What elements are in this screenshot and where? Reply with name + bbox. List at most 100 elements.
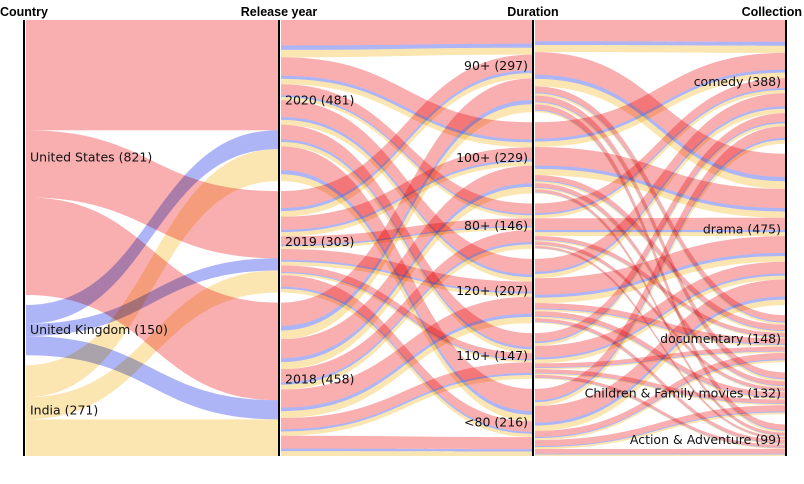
node-label-release-year-1: 2019 (303) [285, 234, 354, 249]
axis-bar-country [23, 20, 25, 456]
axes-layer [23, 20, 787, 456]
ribbon-duration-137 [535, 247, 785, 440]
ribbon-country-2 [26, 419, 278, 456]
ribbon-release-year-40 [281, 165, 532, 359]
ribbon-release-year-46 [281, 75, 532, 143]
axis-bar-release-year [278, 20, 280, 456]
ribbon-country-4 [26, 130, 278, 259]
ribbon-release-year-56 [281, 286, 532, 434]
ribbon-release-year-62 [281, 448, 532, 452]
node-label-country-1: United Kingdom (150) [30, 322, 168, 337]
ribbon-duration-89 [535, 299, 785, 431]
ribbon-duration-143 [535, 121, 785, 344]
ribbon-duration-107 [535, 245, 785, 439]
ribbon-duration-139 [535, 252, 785, 298]
ribbon-release-year-10 [281, 78, 532, 148]
ribbon-duration-136 [535, 244, 785, 392]
ribbon-release-year-43 [281, 362, 532, 430]
axis-title-collection: Collection [742, 5, 802, 19]
ribbon-duration-129 [535, 165, 785, 212]
ribbon-duration-91 [535, 412, 785, 450]
ribbon-release-year-50 [281, 170, 532, 415]
ribbon-release-year-59 [281, 241, 532, 385]
ribbon-duration-118 [535, 126, 785, 401]
ribbon-release-year-13 [281, 142, 532, 354]
ribbon-duration-132 [535, 192, 785, 436]
node-label-collection-2: documentary (148) [660, 331, 781, 346]
ribbon-duration-105 [535, 236, 785, 337]
ribbon-duration-84 [535, 275, 785, 364]
ribbon-duration-87 [535, 377, 785, 449]
ribbon-release-year-34 [281, 147, 532, 230]
ribbon-duration-147 [535, 377, 785, 448]
ribbon-release-year-39 [281, 78, 532, 326]
node-label-release-year-0: 2020 (481) [285, 93, 354, 108]
ribbon-release-year-44 [281, 435, 532, 450]
ribbon-duration-70 [535, 181, 785, 333]
ribbon-duration-86 [535, 373, 785, 406]
node-label-collection-1: drama (475) [703, 221, 781, 236]
ribbon-release-year-27 [281, 20, 532, 46]
ribbon-duration-141 [535, 315, 785, 398]
ribbon-duration-126 [535, 101, 785, 380]
ribbon-duration-121 [535, 405, 785, 447]
node-label-duration-5: <80 (216) [464, 414, 528, 429]
node-label-country-2: India (271) [30, 403, 98, 418]
node-label-duration-1: 100+ (229) [456, 150, 528, 165]
axis-bar-collection [785, 20, 787, 456]
ribbon-duration-123 [535, 41, 785, 46]
ribbon-duration-150 [535, 359, 785, 439]
ribbon-release-year-21 [281, 104, 532, 340]
ribbon-country-8 [26, 336, 278, 420]
ribbon-duration-138 [535, 106, 785, 274]
ribbon-duration-125 [535, 92, 785, 323]
ribbon-duration-110 [535, 303, 785, 344]
ribbon-release-year-53 [281, 226, 532, 247]
ribbon-duration-92 [535, 454, 785, 456]
ribbon-duration-73 [535, 89, 785, 219]
node-label-collection-4: Action & Adventure (99) [630, 432, 781, 447]
axis-title-release-year: Release year [241, 5, 318, 19]
axis-bar-duration [532, 20, 534, 456]
ribbon-duration-146 [535, 372, 785, 404]
ribbon-duration-80 [535, 309, 785, 347]
ribbon-release-year-60 [281, 313, 532, 412]
ribbon-duration-78 [535, 108, 785, 279]
ribbon-duration-66 [535, 102, 785, 382]
ribbon-duration-122 [535, 448, 785, 454]
ribbon-duration-114 [535, 261, 785, 358]
ribbon-duration-119 [535, 279, 785, 423]
ribbon-duration-131 [535, 187, 785, 387]
ribbon-duration-151 [535, 411, 785, 448]
ribbon-country-7 [26, 258, 278, 337]
ribbon-duration-152 [535, 453, 785, 455]
ribbon-duration-63 [535, 45, 785, 53]
ribbon-release-year-55 [281, 271, 532, 361]
ribbon-duration-90 [535, 360, 785, 441]
node-label-duration-3: 120+ (207) [456, 283, 528, 298]
ribbon-release-year-48 [281, 117, 532, 278]
ribbon-release-year-52 [281, 159, 532, 233]
ribbon-duration-134 [535, 229, 785, 233]
ribbon-duration-148 [535, 137, 785, 403]
ribbon-duration-117 [535, 374, 785, 448]
ribbon-duration-116 [535, 369, 785, 404]
ribbon-release-year-9 [281, 47, 532, 58]
ribbon-country-3 [26, 20, 278, 131]
ribbon-country-6 [26, 130, 278, 324]
ribbon-release-year-26 [281, 451, 532, 456]
ribbon-release-year-32 [281, 146, 532, 411]
ribbon-duration-112 [535, 318, 785, 444]
ribbon-duration-79 [535, 256, 785, 304]
ribbon-duration-149 [535, 296, 785, 426]
ribbon-release-year-24 [281, 316, 532, 418]
ribbon-duration-64 [535, 78, 785, 189]
ribbon-duration-142 [535, 321, 785, 444]
node-label-duration-0: 90+ (297) [464, 58, 528, 73]
ribbon-duration-128 [535, 69, 785, 142]
ribbon-release-year-33 [281, 54, 532, 209]
labels-layer: Country United States (821) United Kingdom… [0, 5, 802, 447]
ribbon-release-year-61 [281, 372, 532, 432]
ribbon-duration-144 [535, 273, 785, 360]
ribbon-duration-108 [535, 93, 785, 272]
